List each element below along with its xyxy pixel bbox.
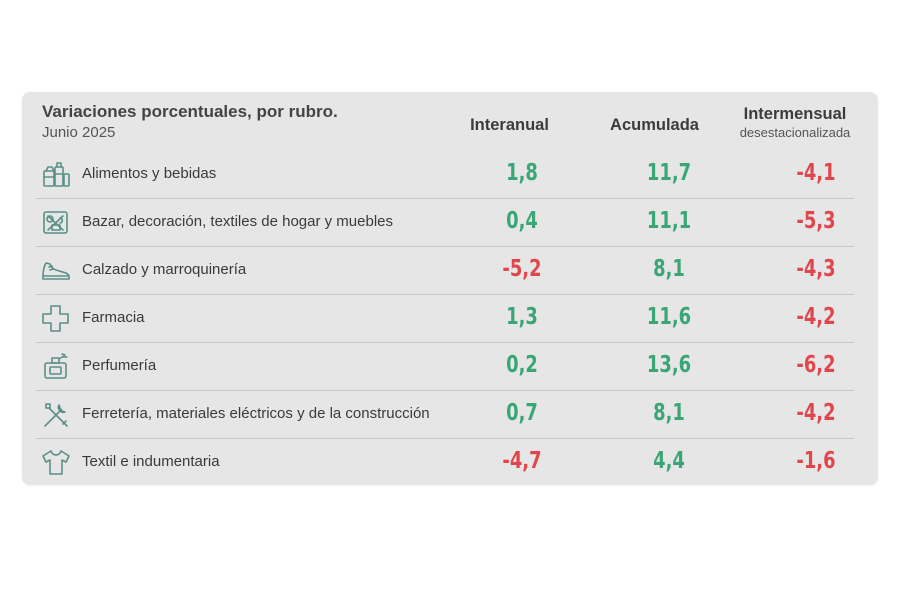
row-label: Textil e indumentaria	[82, 453, 220, 470]
shoe-icon	[40, 255, 72, 285]
column-header-intermensual: Intermensual desestacionalizada	[720, 105, 870, 140]
value-acumulada: 11,6	[646, 304, 692, 330]
table-row: Ferretería, materiales eléctricos y de l…	[36, 391, 854, 439]
table-row: Calzado y marroquinería -5,2 8,1 -4,3	[36, 247, 854, 295]
value-interanual: 0,7	[506, 400, 538, 426]
home-goods-icon	[40, 207, 72, 237]
value-interanual: 1,3	[506, 304, 538, 330]
value-acumulada: 4,4	[653, 448, 685, 474]
column-header-acumulada: Acumulada	[610, 116, 699, 134]
table-row: Perfumería 0,2 13,6 -6,2	[36, 343, 854, 391]
value-intermensual: -5,3	[796, 208, 836, 234]
table-row: Textil e indumentaria -4,7 4,4 -1,6	[36, 439, 854, 486]
table-row: Alimentos y bebidas 1,8 11,7 -4,1	[36, 151, 854, 199]
column-header-intermensual-title: Intermensual	[743, 105, 847, 123]
value-acumulada: 11,1	[646, 208, 692, 234]
table-row: Bazar, decoración, textiles de hogar y m…	[36, 199, 854, 247]
value-intermensual: -4,2	[796, 400, 836, 426]
value-acumulada: 11,7	[646, 160, 692, 186]
row-label: Bazar, decoración, textiles de hogar y m…	[82, 213, 394, 230]
value-interanual: 0,2	[506, 352, 538, 378]
value-intermensual: -1,6	[796, 448, 836, 474]
value-acumulada: 8,1	[653, 400, 685, 426]
row-label: Calzado y marroquinería	[82, 261, 247, 278]
table-row: Farmacia 1,3 11,6 -4,2	[36, 295, 854, 343]
value-interanual: -4,7	[502, 448, 542, 474]
tools-icon	[40, 399, 72, 429]
value-acumulada: 8,1	[653, 256, 685, 282]
row-label: Farmacia	[82, 309, 145, 326]
value-intermensual: -4,1	[796, 160, 836, 186]
value-interanual: 1,8	[506, 160, 538, 186]
pharmacy-cross-icon	[40, 303, 72, 333]
value-intermensual: -4,2	[796, 304, 836, 330]
row-label: Ferretería, materiales eléctricos y de l…	[82, 405, 430, 422]
data-table-card: Variaciones porcentuales, por rubro. Jun…	[22, 92, 878, 485]
table-title: Variaciones porcentuales, por rubro.	[42, 102, 338, 121]
value-acumulada: 13,6	[646, 352, 692, 378]
shirt-icon	[40, 447, 72, 477]
table-subtitle: Junio 2025	[42, 124, 116, 141]
column-header-interanual: Interanual	[470, 116, 549, 134]
value-interanual: -5,2	[502, 256, 542, 282]
grocery-icon	[40, 159, 72, 189]
value-intermensual: -6,2	[796, 352, 836, 378]
value-interanual: 0,4	[506, 208, 538, 234]
row-label: Perfumería	[82, 357, 157, 374]
table-body: Alimentos y bebidas 1,8 11,7 -4,1 Bazar, dec…	[22, 151, 878, 486]
perfume-icon	[40, 351, 72, 381]
value-intermensual: -4,3	[796, 256, 836, 282]
row-label: Alimentos y bebidas	[82, 165, 217, 182]
column-header-intermensual-subtitle: desestacionalizada	[739, 125, 851, 140]
